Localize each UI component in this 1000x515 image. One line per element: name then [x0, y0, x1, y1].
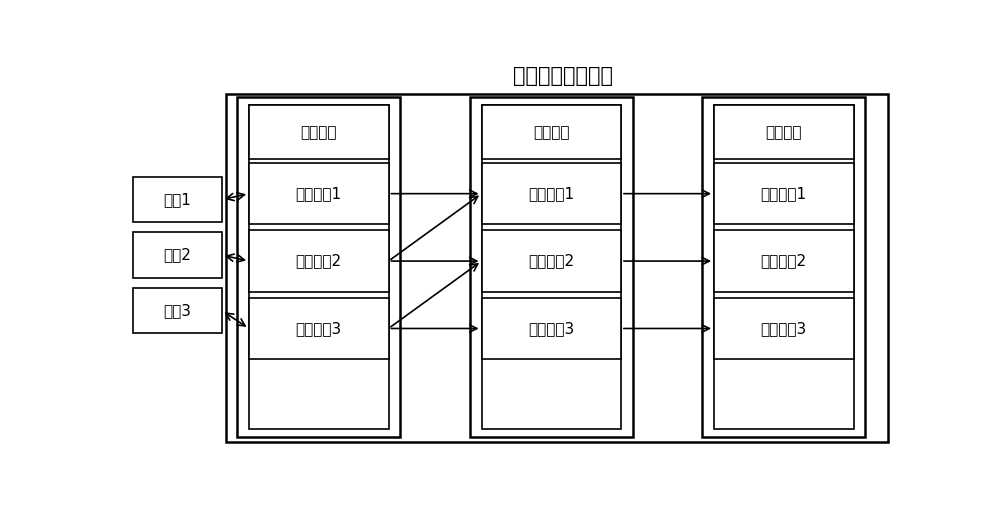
Bar [482, 230, 621, 292]
Bar [249, 163, 388, 225]
Bar [482, 106, 621, 159]
Text: 备份1: 备份1 [163, 192, 191, 207]
Bar [470, 97, 633, 437]
Bar [133, 232, 222, 278]
Text: 数据文件: 数据文件 [766, 125, 802, 140]
Text: 引用文件2: 引用文件2 [528, 253, 574, 268]
Bar [714, 230, 854, 292]
Bar [714, 298, 854, 359]
Text: 索引文件: 索引文件 [300, 125, 337, 140]
Text: 索引文件2: 索引文件2 [296, 253, 342, 268]
Bar [482, 163, 621, 225]
Text: 引用文件1: 引用文件1 [528, 186, 574, 201]
Bar [249, 298, 388, 359]
Bar [714, 106, 854, 159]
Text: 数据文件1: 数据文件1 [761, 186, 807, 201]
Bar [249, 106, 388, 159]
Bar [133, 177, 222, 222]
Bar [714, 163, 854, 225]
Bar [249, 230, 388, 292]
Bar [237, 97, 400, 437]
Text: 引用文件: 引用文件 [533, 125, 570, 140]
Text: 备份2: 备份2 [163, 248, 191, 263]
Bar [482, 298, 621, 359]
Bar [714, 106, 854, 428]
Text: 备份3: 备份3 [163, 303, 191, 318]
Bar [226, 94, 888, 442]
Bar [249, 106, 388, 428]
Text: 索引文件1: 索引文件1 [296, 186, 342, 201]
Text: 数据文件3: 数据文件3 [761, 321, 807, 336]
Bar [482, 106, 621, 428]
Bar [702, 97, 865, 437]
Text: 索引文件3: 索引文件3 [296, 321, 342, 336]
Text: 重复数据删除系统: 重复数据删除系统 [513, 66, 613, 85]
Text: 引用文件3: 引用文件3 [528, 321, 574, 336]
Bar [133, 288, 222, 333]
Text: 数据文件2: 数据文件2 [761, 253, 807, 268]
